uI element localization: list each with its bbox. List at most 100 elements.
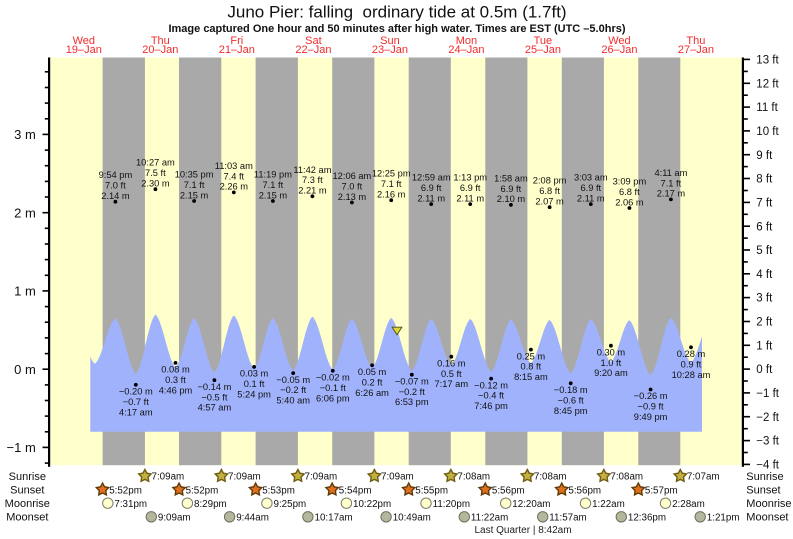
svg-text:2 m: 2 m [14, 205, 36, 220]
svg-text:−0.1 ft: −0.1 ft [320, 383, 347, 393]
svg-text:5:52pm: 5:52pm [186, 485, 219, 496]
svg-text:−4 ft: −4 ft [756, 460, 780, 472]
svg-text:12:59 am: 12:59 am [412, 173, 451, 183]
svg-text:9:49 pm: 9:49 pm [634, 412, 668, 422]
svg-text:2:08 pm: 2:08 pm [533, 176, 567, 186]
svg-text:4:57 am: 4:57 am [198, 403, 232, 413]
svg-text:−1 m: −1 m [7, 440, 36, 455]
svg-text:1:58 am: 1:58 am [494, 173, 528, 183]
svg-text:24–Jan: 24–Jan [448, 44, 484, 56]
svg-text:5:52pm: 5:52pm [109, 485, 142, 496]
svg-text:19–Jan: 19–Jan [66, 44, 102, 56]
svg-text:1 m: 1 m [14, 284, 36, 299]
svg-text:5:24 pm: 5:24 pm [237, 389, 271, 399]
svg-text:3 ft: 3 ft [756, 293, 773, 305]
svg-text:11:57am: 11:57am [549, 513, 586, 524]
svg-text:6.8 ft: 6.8 ft [619, 187, 640, 197]
svg-text:8:15 am: 8:15 am [514, 372, 548, 382]
svg-text:0.2 ft: 0.2 ft [362, 377, 383, 387]
svg-text:6.8 ft: 6.8 ft [539, 186, 560, 196]
svg-text:Last Quarter | 8:42am: Last Quarter | 8:42am [474, 525, 571, 536]
svg-text:5 ft: 5 ft [756, 245, 773, 257]
svg-text:−0.05 m: −0.05 m [276, 375, 310, 385]
svg-text:0.03 m: 0.03 m [240, 369, 269, 379]
svg-text:0.9 ft: 0.9 ft [681, 359, 702, 369]
svg-text:Moonrise: Moonrise [5, 498, 50, 510]
svg-text:2.10 m: 2.10 m [497, 194, 526, 204]
svg-text:−0.4 ft: −0.4 ft [478, 391, 505, 401]
svg-text:27–Jan: 27–Jan [678, 44, 714, 56]
svg-text:Sunrise: Sunrise [746, 471, 783, 483]
svg-text:7.5 ft: 7.5 ft [145, 168, 166, 178]
svg-text:2.11 m: 2.11 m [417, 193, 445, 203]
svg-text:1:21pm: 1:21pm [707, 513, 740, 524]
svg-text:8:45 pm: 8:45 pm [554, 406, 588, 416]
svg-text:9 ft: 9 ft [756, 150, 773, 162]
svg-text:Image captured One hour and 50: Image captured One hour and 50 minutes a… [168, 23, 625, 35]
svg-text:−0.9 ft: −0.9 ft [638, 402, 665, 412]
svg-text:2.11 m: 2.11 m [456, 193, 484, 203]
svg-text:−0.2 ft: −0.2 ft [399, 387, 426, 397]
svg-text:9:54 pm: 9:54 pm [99, 170, 133, 180]
svg-text:2.14 m: 2.14 m [101, 191, 130, 201]
svg-text:11:03 am: 11:03 am [215, 161, 253, 171]
svg-text:0.08 m: 0.08 m [161, 365, 190, 375]
svg-text:0.25 m: 0.25 m [517, 351, 546, 361]
svg-text:7:31pm: 7:31pm [114, 499, 147, 510]
svg-text:7:09am: 7:09am [152, 472, 185, 483]
svg-text:Sunset: Sunset [746, 485, 780, 497]
svg-text:9:44am: 9:44am [236, 513, 269, 524]
svg-text:10:22pm: 10:22pm [353, 499, 391, 510]
svg-text:4 ft: 4 ft [756, 269, 773, 281]
svg-text:Wed: Wed [73, 35, 95, 47]
svg-text:−0.14 m: −0.14 m [197, 382, 231, 392]
svg-text:2 ft: 2 ft [756, 317, 773, 329]
svg-text:9:20 am: 9:20 am [594, 368, 628, 378]
svg-text:7.1 ft: 7.1 ft [381, 179, 402, 189]
svg-text:7.1 ft: 7.1 ft [263, 180, 284, 190]
svg-text:−0.07 m: −0.07 m [395, 376, 429, 386]
svg-text:5:54pm: 5:54pm [339, 485, 372, 496]
svg-text:2.06 m: 2.06 m [615, 197, 644, 207]
svg-text:2.26 m: 2.26 m [220, 182, 249, 192]
svg-text:1:22am: 1:22am [592, 499, 625, 510]
svg-text:4:11 am: 4:11 am [654, 168, 687, 178]
svg-text:1 ft: 1 ft [756, 340, 773, 352]
svg-text:26–Jan: 26–Jan [601, 44, 637, 56]
svg-text:−0.2 ft: −0.2 ft [280, 385, 307, 395]
svg-text:−0.02 m: −0.02 m [316, 373, 350, 383]
svg-text:5:57pm: 5:57pm [645, 485, 678, 496]
svg-text:6.9 ft: 6.9 ft [580, 183, 601, 193]
svg-text:Wed: Wed [608, 35, 630, 47]
svg-text:7.0 ft: 7.0 ft [105, 181, 126, 191]
svg-text:11 ft: 11 ft [756, 102, 778, 114]
svg-text:2.17 m: 2.17 m [657, 189, 686, 199]
svg-text:6:26 am: 6:26 am [355, 388, 389, 398]
svg-text:21–Jan: 21–Jan [219, 44, 255, 56]
svg-text:7:08am: 7:08am [457, 472, 490, 483]
svg-text:2.07 m: 2.07 m [535, 197, 564, 207]
svg-text:7.1 ft: 7.1 ft [184, 180, 205, 190]
svg-text:9:09am: 9:09am [158, 513, 191, 524]
svg-text:0.3 ft: 0.3 ft [165, 375, 186, 385]
svg-text:5:40 am: 5:40 am [276, 396, 310, 406]
svg-text:4:46 pm: 4:46 pm [159, 385, 193, 395]
svg-text:1.0 ft: 1.0 ft [601, 358, 622, 368]
svg-text:−1 ft: −1 ft [756, 388, 780, 400]
svg-text:7.1 ft: 7.1 ft [661, 178, 682, 188]
svg-text:−0.7 ft: −0.7 ft [123, 397, 150, 407]
svg-text:Sun: Sun [380, 35, 400, 47]
svg-text:−0.20 m: −0.20 m [119, 387, 153, 397]
svg-text:1:13 pm: 1:13 pm [453, 173, 487, 183]
svg-text:Thu: Thu [151, 35, 170, 47]
svg-text:−0.26 m: −0.26 m [634, 391, 668, 401]
svg-text:10 ft: 10 ft [756, 126, 779, 138]
svg-text:−0.18 m: −0.18 m [554, 385, 588, 395]
svg-text:2.30 m: 2.30 m [141, 179, 170, 189]
svg-text:6:53 pm: 6:53 pm [395, 397, 429, 407]
svg-text:−0.5 ft: −0.5 ft [201, 392, 228, 402]
svg-text:7:08am: 7:08am [534, 472, 567, 483]
svg-text:Sunrise: Sunrise [9, 471, 46, 483]
svg-text:Fri: Fri [230, 35, 243, 47]
svg-text:10:28 am: 10:28 am [672, 370, 711, 380]
